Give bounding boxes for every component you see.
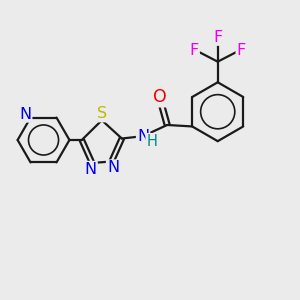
Text: S: S	[97, 106, 107, 121]
Text: N: N	[19, 106, 31, 122]
Text: O: O	[153, 88, 167, 106]
Text: F: F	[213, 30, 222, 45]
Text: N: N	[107, 160, 119, 175]
Text: H: H	[146, 134, 157, 149]
Text: N: N	[85, 162, 97, 177]
Text: F: F	[190, 43, 199, 58]
Text: N: N	[137, 129, 149, 144]
Text: F: F	[237, 43, 246, 58]
